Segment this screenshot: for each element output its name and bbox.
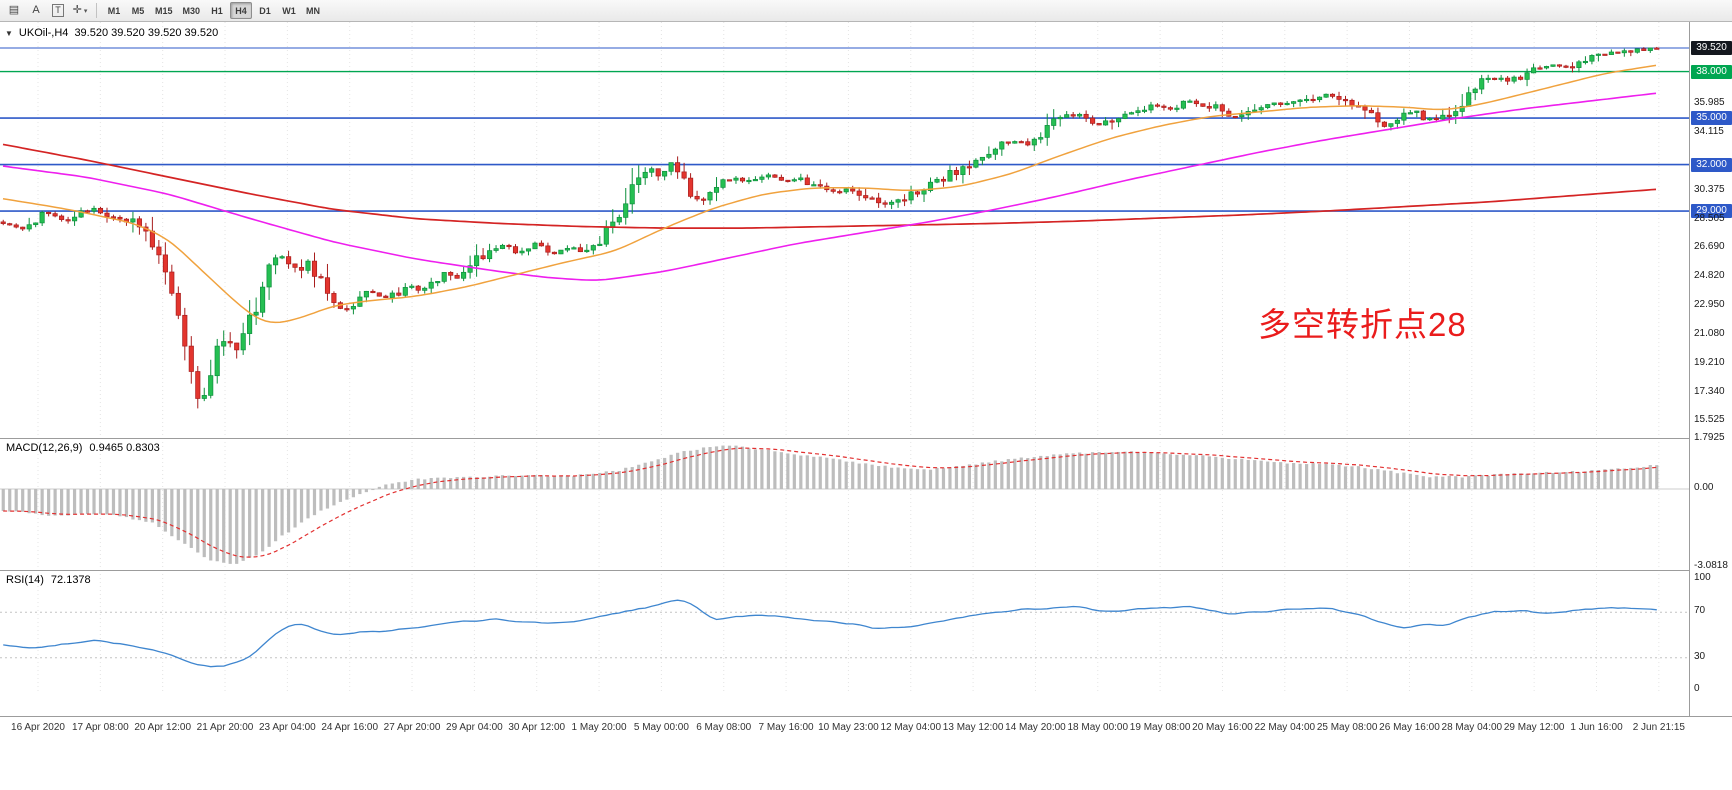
time-axis-label: 12 May 04:00: [880, 722, 942, 733]
chart-collapse-icon[interactable]: ▼: [5, 28, 13, 38]
timeframe-button-w1[interactable]: W1: [282, 5, 296, 16]
macd-axis-max: 1.7925: [1694, 432, 1725, 443]
chart-area: ▼ UKOil-,H4 39.520 39.520 39.520 39.520 …: [0, 22, 1732, 790]
time-axis-label: 27 Apr 20:00: [383, 722, 441, 733]
rsi-axis-70: 70: [1694, 605, 1706, 616]
time-axis-label: 19 May 08:00: [1129, 722, 1191, 733]
price-axis-label: 30.375: [1694, 183, 1725, 195]
time-axis-label: 10 May 23:00: [818, 722, 879, 733]
price-axis-label: 21.080: [1694, 327, 1725, 339]
time-axis-label: 26 May 16:00: [1379, 722, 1440, 733]
symbol-period-label: UKOil-,H4: [18, 27, 69, 39]
timeframe-button-h1[interactable]: H1: [211, 5, 223, 16]
time-axis-label: 21 Apr 20:00: [196, 722, 254, 733]
time-axis-label: 28 May 04:00: [1441, 722, 1503, 733]
time-axis-label: 25 May 08:00: [1316, 722, 1378, 733]
time-axis-label: 5 May 00:00: [633, 722, 689, 733]
timeframe-button-mn[interactable]: MN: [306, 5, 321, 16]
timeframe-button-m5[interactable]: M5: [131, 5, 145, 16]
toolbar-separator: [96, 3, 97, 18]
rsi-value: 72.1378: [50, 574, 91, 586]
price-axis-label: 19.210: [1694, 356, 1725, 368]
price-axis-label: 28.505: [1694, 212, 1725, 224]
price-axis-label: 35.985: [1694, 96, 1725, 108]
time-axis-label: 29 May 12:00: [1503, 722, 1565, 733]
time-axis-label: 1 Jun 16:00: [1570, 722, 1623, 733]
time-axis-label: 22 May 04:00: [1254, 722, 1316, 733]
price-axis-label: 15.525: [1694, 413, 1725, 425]
rsi-layer: [0, 599, 1689, 668]
time-axis-label: 1 May 20:00: [571, 722, 627, 733]
rsi-name: RSI(14): [6, 574, 44, 586]
timeframe-button-m1[interactable]: M1: [107, 5, 121, 16]
chart-annotation-text[interactable]: 多空转折点28: [1258, 306, 1467, 343]
time-axis-label: 17 Apr 08:00: [71, 722, 129, 733]
rsi-axis-30: 30: [1694, 651, 1706, 662]
rsi-axis-100: 100: [1694, 572, 1711, 583]
timeframe-button-m15[interactable]: M15: [155, 5, 173, 16]
macd-values: 0.9465 0.8303: [89, 442, 160, 454]
time-axis[interactable]: 16 Apr 2020 17 Apr 08:00 20 Apr 12:00 21 Ap…: [0, 716, 1732, 740]
timeframe-group: M1 M5 M15 M30 H1 H4 D1 W1 MN: [102, 2, 325, 19]
charts-grid-icon: ▤: [8, 4, 20, 16]
macd-indicator-label: MACD(12,26,9) 0.9465 0.8303: [6, 442, 160, 454]
price-axis[interactable]: 39.520 38.000 35.000 32.000 29.000 1.792…: [1689, 22, 1732, 716]
time-axis-label: 7 May 16:00: [758, 722, 814, 733]
time-axis-label: 2 Jun 21:15: [1632, 722, 1685, 733]
text-box-icon: T: [52, 4, 64, 17]
chart-title: ▼ UKOil-,H4 39.520 39.520 39.520 39.520: [5, 27, 218, 39]
time-axis-label: 14 May 20:00: [1005, 722, 1066, 733]
chevron-down-icon: ▾: [83, 7, 88, 15]
price-level-badge-32: 32.000: [1691, 157, 1732, 172]
ohlc-values: 39.520 39.520 39.520 39.520: [74, 27, 219, 39]
panel-separator-rsi[interactable]: [0, 570, 1732, 571]
timeframe-button-h4[interactable]: H4: [230, 2, 253, 19]
main-chart-layer: [0, 46, 1689, 409]
price-axis-label: 17.340: [1694, 385, 1725, 397]
macd-name: MACD(12,26,9): [6, 442, 83, 454]
time-axis-label: 24 Apr 16:00: [321, 722, 379, 733]
price-axis-label: 22.950: [1694, 298, 1725, 310]
time-axis-label: 23 Apr 04:00: [259, 722, 316, 733]
macd-axis-zero: 0.00: [1694, 482, 1714, 493]
rsi-indicator-label: RSI(14) 72.1378: [6, 574, 91, 586]
time-axis-label: 6 May 08:00: [696, 722, 752, 733]
main-toolbar: ▤ A T ✛ ▾ M1 M5 M15 M30 H1 H4 D1 W1 MN: [0, 0, 1732, 22]
time-axis-label: 20 Apr 12:00: [134, 722, 192, 733]
price-level-badge-38: 38.000: [1691, 64, 1732, 79]
time-axis-label: 16 Apr 2020: [11, 722, 65, 733]
price-axis-label: 26.690: [1694, 240, 1725, 252]
text-box-button[interactable]: T: [48, 2, 68, 20]
timeframe-button-d1[interactable]: D1: [259, 5, 271, 16]
price-level-badge-35: 35.000: [1691, 111, 1732, 126]
macd-axis-min: -3.0818: [1694, 560, 1728, 571]
price-axis-label: 34.115: [1694, 125, 1724, 137]
rsi-axis-0: 0: [1694, 683, 1700, 694]
price-level-badge-29: 29.000: [1691, 204, 1732, 219]
current-price-badge: 39.520: [1691, 41, 1732, 55]
time-axis-label: 20 May 16:00: [1192, 722, 1253, 733]
timeframe-button-m30[interactable]: M30: [182, 5, 201, 16]
time-axis-label: 30 Apr 12:00: [508, 722, 566, 733]
text-label-button[interactable]: A: [26, 2, 46, 20]
time-axis-label: 18 May 00:00: [1067, 722, 1129, 733]
crosshair-button[interactable]: ✛ ▾: [70, 2, 90, 20]
time-axis-label: 13 May 12:00: [942, 722, 1004, 733]
price-axis-label: 24.820: [1694, 269, 1725, 281]
time-axis-label: 29 Apr 04:00: [446, 722, 503, 733]
text-label-icon: A: [32, 4, 40, 16]
macd-layer: [0, 445, 1689, 564]
panel-separator-macd[interactable]: [0, 438, 1732, 439]
charts-grid-button[interactable]: ▤: [4, 2, 24, 20]
crosshair-icon: ✛: [72, 4, 82, 16]
price-chart-canvas[interactable]: [0, 22, 1689, 692]
